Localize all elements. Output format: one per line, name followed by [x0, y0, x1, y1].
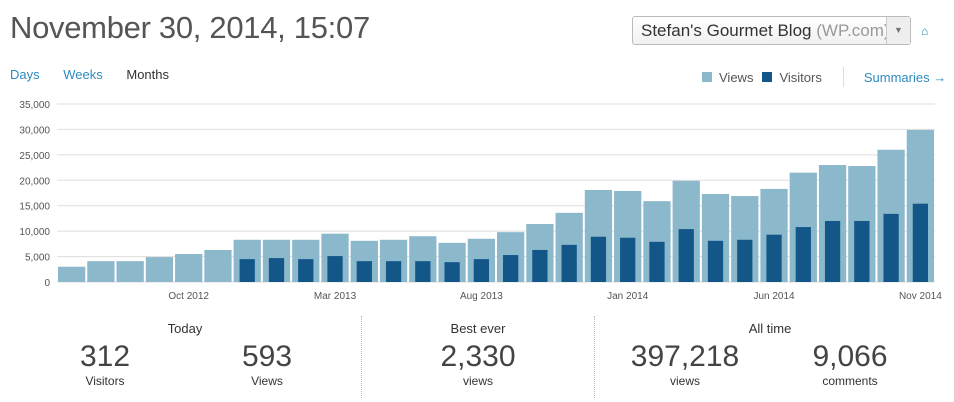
- tab-months[interactable]: Months: [126, 67, 170, 82]
- visitors-bar: [912, 203, 929, 282]
- views-bar: [175, 254, 203, 282]
- y-tick-label: 35,000: [19, 100, 50, 111]
- x-tick-label: Jun 2014: [753, 291, 795, 302]
- x-tick-label: Nov 2014: [899, 291, 942, 302]
- visitors-bar: [532, 249, 548, 282]
- views-chart: 0 5,000 10,000 15,000 20,000 25,000 30,000 35,0…: [19, 100, 942, 302]
- all-time-views-value: 397,218: [630, 340, 740, 373]
- today-section: Today: [60, 312, 310, 392]
- site-selector[interactable]: Stefan's Gourmet Blog (WP.com) ▼: [632, 16, 911, 45]
- site-name: Stefan's Gourmet Blog: [641, 21, 812, 40]
- legend-visitors: Visitors: [779, 69, 822, 85]
- all-time-section: All time: [595, 312, 945, 392]
- today-visitors: 312 Visitors: [60, 340, 150, 389]
- today-views-label: Views: [251, 374, 283, 388]
- best-ever-value: 2,330: [440, 340, 516, 373]
- visitors-swatch: [762, 72, 773, 82]
- visitors-bar: [620, 237, 636, 282]
- y-tick-label: 5,000: [25, 253, 50, 264]
- best-ever-section: Best ever: [362, 312, 594, 392]
- visitors-bar: [561, 244, 577, 282]
- summaries-link[interactable]: Summaries →: [863, 69, 947, 85]
- all-time-comments: 9,066 comments: [795, 340, 905, 389]
- y-tick-label: 15,000: [19, 202, 50, 213]
- visitors-bar: [883, 213, 899, 282]
- views-swatch: [702, 72, 712, 82]
- visitors-bar: [707, 240, 724, 282]
- y-tick-label: 30,000: [19, 125, 50, 136]
- all-time-comments-value: 9,066: [812, 340, 888, 373]
- views-bar: [204, 249, 232, 282]
- stats-summary: Today 312 Visitors 593 Views Best ever 2…: [0, 312, 954, 402]
- visitors-bar: [824, 220, 841, 282]
- all-time-comments-label: comments: [822, 374, 878, 388]
- period-tabs: Days Weeks Months: [10, 67, 189, 82]
- today-views: 593 Views: [222, 340, 312, 389]
- x-tick-label: Jan 2014: [607, 291, 649, 302]
- views-bar: [58, 266, 86, 282]
- divider: [594, 316, 595, 398]
- visitors-bar: [444, 262, 460, 282]
- page-title: November 30, 2014, 15:07: [10, 10, 370, 45]
- home-icon[interactable]: ⌂: [921, 24, 929, 38]
- visitors-bar: [473, 259, 490, 282]
- x-tick-label: Mar 2013: [314, 291, 357, 302]
- today-visitors-value: 312: [79, 340, 131, 373]
- y-tick-label: 10,000: [19, 227, 50, 238]
- tab-days[interactable]: Days: [10, 67, 40, 82]
- visitors-bar: [502, 255, 519, 282]
- today-visitors-label: Visitors: [85, 374, 125, 388]
- best-ever-heading: Best ever: [450, 321, 506, 336]
- visitors-bar: [327, 256, 343, 282]
- visitors-bar: [298, 259, 314, 282]
- visitors-bar: [268, 258, 285, 282]
- visitors-bar: [737, 239, 753, 282]
- best-ever-label: views: [462, 374, 493, 388]
- chart-legend: Views Visitors Summaries →: [702, 67, 946, 87]
- x-tick-label: Oct 2012: [168, 291, 209, 302]
- site-host: (WP.com): [816, 21, 890, 40]
- all-time-heading: All time: [748, 321, 792, 336]
- visitors-bar: [239, 259, 255, 282]
- today-views-value: 593: [241, 340, 293, 373]
- visitors-bar: [795, 227, 811, 282]
- visitors-bar: [649, 241, 665, 282]
- y-tick-label: 20,000: [19, 176, 50, 187]
- views-bar: [145, 257, 174, 282]
- visitors-bar: [590, 236, 607, 282]
- visitors-bar: [415, 261, 431, 282]
- tab-weeks[interactable]: Weeks: [63, 67, 103, 82]
- legend-views: Views: [719, 69, 754, 85]
- visitors-bar: [385, 261, 402, 282]
- y-tick-label: 0: [44, 278, 50, 289]
- all-time-views-label: views: [669, 374, 700, 388]
- visitors-bar: [678, 229, 694, 282]
- views-bar: [87, 261, 115, 282]
- visitors-bar: [854, 220, 870, 282]
- views-bar: [116, 261, 144, 282]
- divider: [842, 67, 844, 87]
- today-heading: Today: [167, 321, 203, 336]
- visitors-bar: [766, 234, 782, 282]
- divider: [361, 316, 362, 398]
- chevron-down-icon[interactable]: ▼: [886, 17, 910, 44]
- visitors-bar: [356, 261, 372, 282]
- y-tick-label: 25,000: [19, 151, 50, 162]
- x-tick-label: Aug 2013: [460, 291, 503, 302]
- all-time-views: 397,218 views: [625, 340, 745, 389]
- best-ever-views: 2,330 views: [420, 340, 536, 389]
